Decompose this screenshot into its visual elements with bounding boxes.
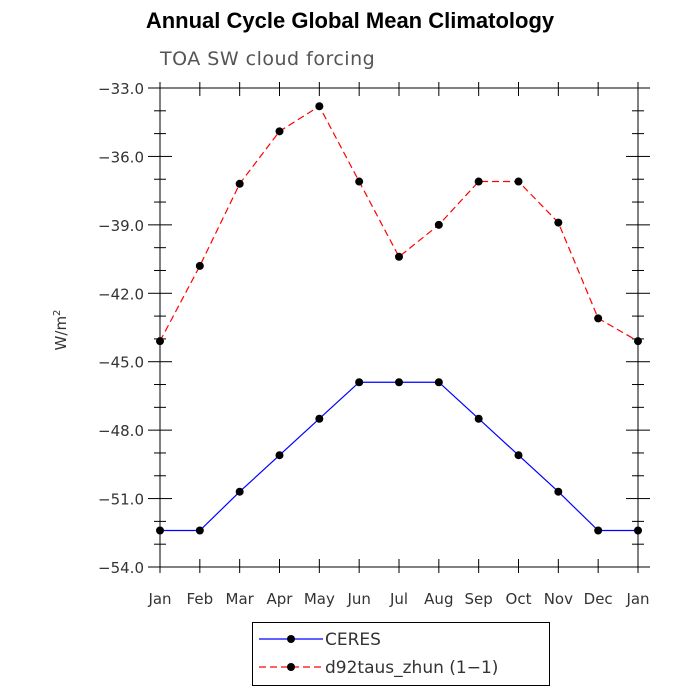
- y-axis-label: W/m2: [52, 310, 70, 351]
- series-0-point: [275, 451, 284, 460]
- y-tick-label: −33.0: [98, 80, 144, 98]
- chart-subtitle: TOA SW cloud forcing: [160, 48, 376, 70]
- x-tick-label: Apr: [267, 590, 294, 608]
- series-1-point: [156, 337, 164, 346]
- plot-frame: [159, 87, 639, 568]
- y-tick-label: −45.0: [98, 354, 144, 372]
- y-tick-label: −51.0: [98, 491, 144, 509]
- x-tick-label: Feb: [187, 590, 214, 608]
- series-0-point: [235, 487, 244, 496]
- series-1-point: [514, 177, 523, 186]
- series-1-point: [554, 218, 563, 227]
- x-tick-label: Jan: [147, 590, 171, 608]
- series-line-0: [160, 381, 638, 532]
- y-axis-label-superscript: 2: [52, 310, 63, 316]
- series-1-point: [395, 252, 403, 261]
- series-0-point: [355, 378, 364, 387]
- series-1-point: [474, 177, 483, 186]
- chart-title: Annual Cycle Global Mean Climatology: [145, 8, 555, 33]
- legend-marker-ceres: [287, 635, 295, 643]
- series-0-point: [514, 451, 523, 460]
- x-tick-label: Sep: [465, 590, 493, 608]
- series-0-point: [195, 526, 204, 535]
- y-tick-label: −39.0: [98, 217, 144, 235]
- series-0-point: [315, 414, 324, 423]
- series-0-point: [634, 526, 642, 535]
- series-1-point: [594, 314, 603, 323]
- x-tick-label: Dec: [584, 590, 613, 608]
- series-1-point: [275, 127, 284, 136]
- x-tick-label: Nov: [544, 590, 573, 608]
- y-tick-label: −42.0: [98, 285, 144, 303]
- series-1-point: [634, 337, 642, 346]
- y-axis-label-text: W/m: [52, 316, 70, 351]
- x-tick-label: Oct: [506, 590, 532, 608]
- series-1-point: [235, 179, 244, 188]
- series-line-1: [159, 105, 639, 342]
- legend-label-model: d92taus_zhun (1−1): [325, 658, 498, 678]
- series-0-point: [554, 487, 563, 496]
- x-tick-label: Jun: [346, 590, 370, 608]
- x-tick-label: Jan: [625, 590, 649, 608]
- y-tick-label: −36.0: [98, 148, 144, 166]
- series-1-point: [315, 102, 324, 111]
- series-0-point: [156, 526, 164, 535]
- y-tick-label: −54.0: [98, 559, 144, 577]
- series-0-point: [594, 526, 603, 535]
- legend: CERES d92taus_zhun (1−1): [252, 622, 550, 686]
- x-tick-label: Jul: [389, 590, 408, 608]
- x-tick-label: Aug: [424, 590, 453, 608]
- series-1-point: [195, 261, 204, 270]
- series-0-point: [395, 378, 403, 387]
- series-0-point: [474, 414, 483, 423]
- series-1-point: [434, 220, 443, 229]
- y-tick-label: −48.0: [98, 422, 144, 440]
- series-1-point: [355, 177, 364, 186]
- series-0-point: [434, 378, 443, 387]
- x-tick-label: Mar: [226, 590, 255, 608]
- x-tick-label: May: [304, 590, 335, 608]
- legend-label-ceres: CERES: [325, 630, 381, 650]
- legend-marker-model: [287, 663, 295, 671]
